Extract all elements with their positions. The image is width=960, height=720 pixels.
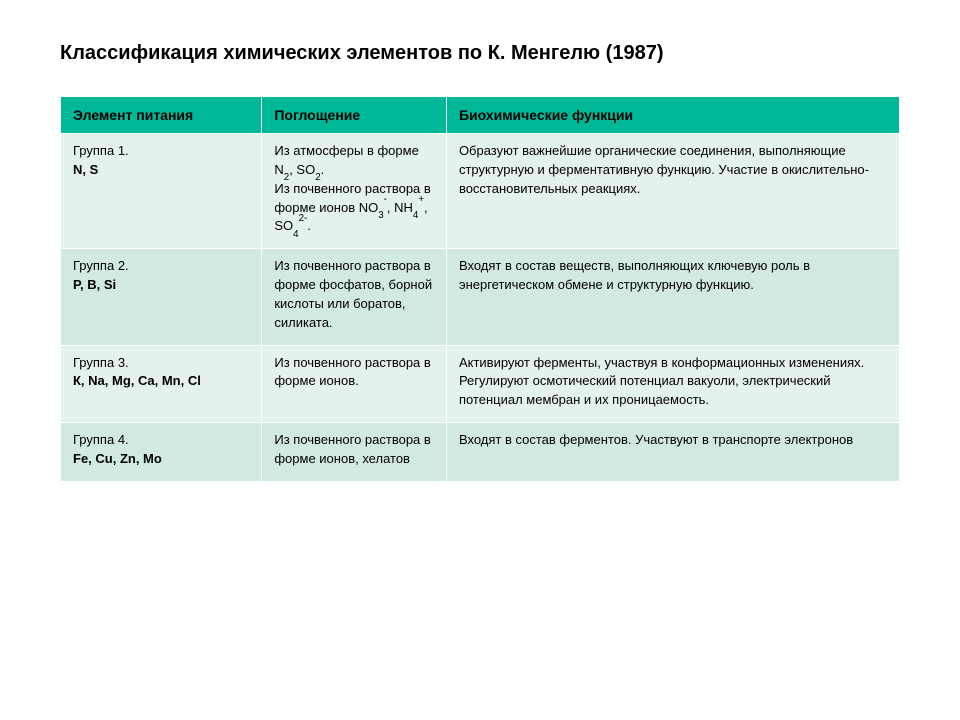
cell-element: Группа 2. P, B, Si: [61, 249, 262, 345]
col-header-element: Элемент питания: [61, 97, 262, 134]
cell-functions: Входят в состав ферментов. Участвуют в т…: [446, 423, 899, 482]
group-elements: К, Na, Mg, Ca, Mn, Cl: [73, 373, 201, 388]
table-row: Группа 1. N, S Из атмосферы в форме N2, …: [61, 134, 900, 249]
classification-table: Элемент питания Поглощение Биохимические…: [60, 96, 900, 482]
table-row: Группа 2. P, B, Si Из почвенного раствор…: [61, 249, 900, 345]
table-row: Группа 4. Fe, Cu, Zn, Mo Из почвенного р…: [61, 423, 900, 482]
cell-element: Группа 4. Fe, Cu, Zn, Mo: [61, 423, 262, 482]
cell-element: Группа 3. К, Na, Mg, Ca, Mn, Cl: [61, 345, 262, 423]
col-header-absorption: Поглощение: [262, 97, 447, 134]
cell-functions: Активируют ферменты, участвуя в конформа…: [446, 345, 899, 423]
col-header-functions: Биохимические функции: [446, 97, 899, 134]
cell-absorption: Из почвенного раствора в форме ионов.: [262, 345, 447, 423]
cell-functions: Образуют важнейшие органические соединен…: [446, 134, 899, 249]
group-label: Группа 1.: [73, 143, 129, 158]
group-elements: N, S: [73, 162, 98, 177]
table-body: Группа 1. N, S Из атмосферы в форме N2, …: [61, 134, 900, 482]
group-label: Группа 2.: [73, 258, 129, 273]
cell-absorption: Из почвенного раствора в форме ионов, хе…: [262, 423, 447, 482]
table-row: Группа 3. К, Na, Mg, Ca, Mn, Cl Из почве…: [61, 345, 900, 423]
group-label: Группа 3.: [73, 355, 129, 370]
group-elements: Fe, Cu, Zn, Mo: [73, 451, 162, 466]
cell-absorption: Из почвенного раствора в форме фосфатов,…: [262, 249, 447, 345]
group-label: Группа 4.: [73, 432, 129, 447]
group-elements: P, B, Si: [73, 277, 116, 292]
cell-element: Группа 1. N, S: [61, 134, 262, 249]
page-title: Классификация химических элементов по К.…: [60, 40, 900, 66]
cell-functions: Входят в состав веществ, выполняющих клю…: [446, 249, 899, 345]
cell-absorption: Из атмосферы в форме N2, SO2.Из почвенно…: [262, 134, 447, 249]
table-header-row: Элемент питания Поглощение Биохимические…: [61, 97, 900, 134]
